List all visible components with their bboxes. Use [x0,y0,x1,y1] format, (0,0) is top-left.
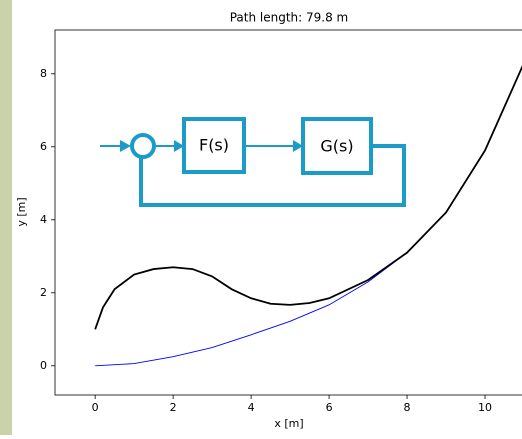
x-axis-label: x [m] [274,417,303,430]
y-tick-label: 8 [40,67,47,80]
x-tick-label: 2 [170,401,177,414]
block-label: G(s) [320,137,353,156]
chart-title: Path length: 79.8 m [230,11,349,25]
block-label: F(s) [199,136,229,155]
y-axis-label: y [m] [15,197,28,226]
sum-junction [132,135,154,157]
x-tick-label: 8 [404,401,411,414]
plot-area: 0 2 4 6 8 10 0 2 4 6 8 [40,30,522,414]
chart: Path length: 79.8 m x [m] y [m] 02468100… [0,0,522,435]
block-diagram: F(s) G(s) [100,119,404,205]
y-tick-label: 6 [40,140,47,153]
y-tick-label: 4 [40,213,47,226]
arrow-head [120,140,131,152]
x-tick-label: 4 [248,401,255,414]
line [95,63,522,329]
series-group [95,63,522,366]
line [95,63,522,366]
axes-frame [55,30,522,395]
x-tick-label: 6 [326,401,333,414]
x-tick-label: 0 [92,401,99,414]
map-strip-overlay [0,0,12,435]
y-tick-label: 0 [40,359,47,372]
y-tick-label: 2 [40,286,47,299]
x-tick-label: 10 [478,401,492,414]
